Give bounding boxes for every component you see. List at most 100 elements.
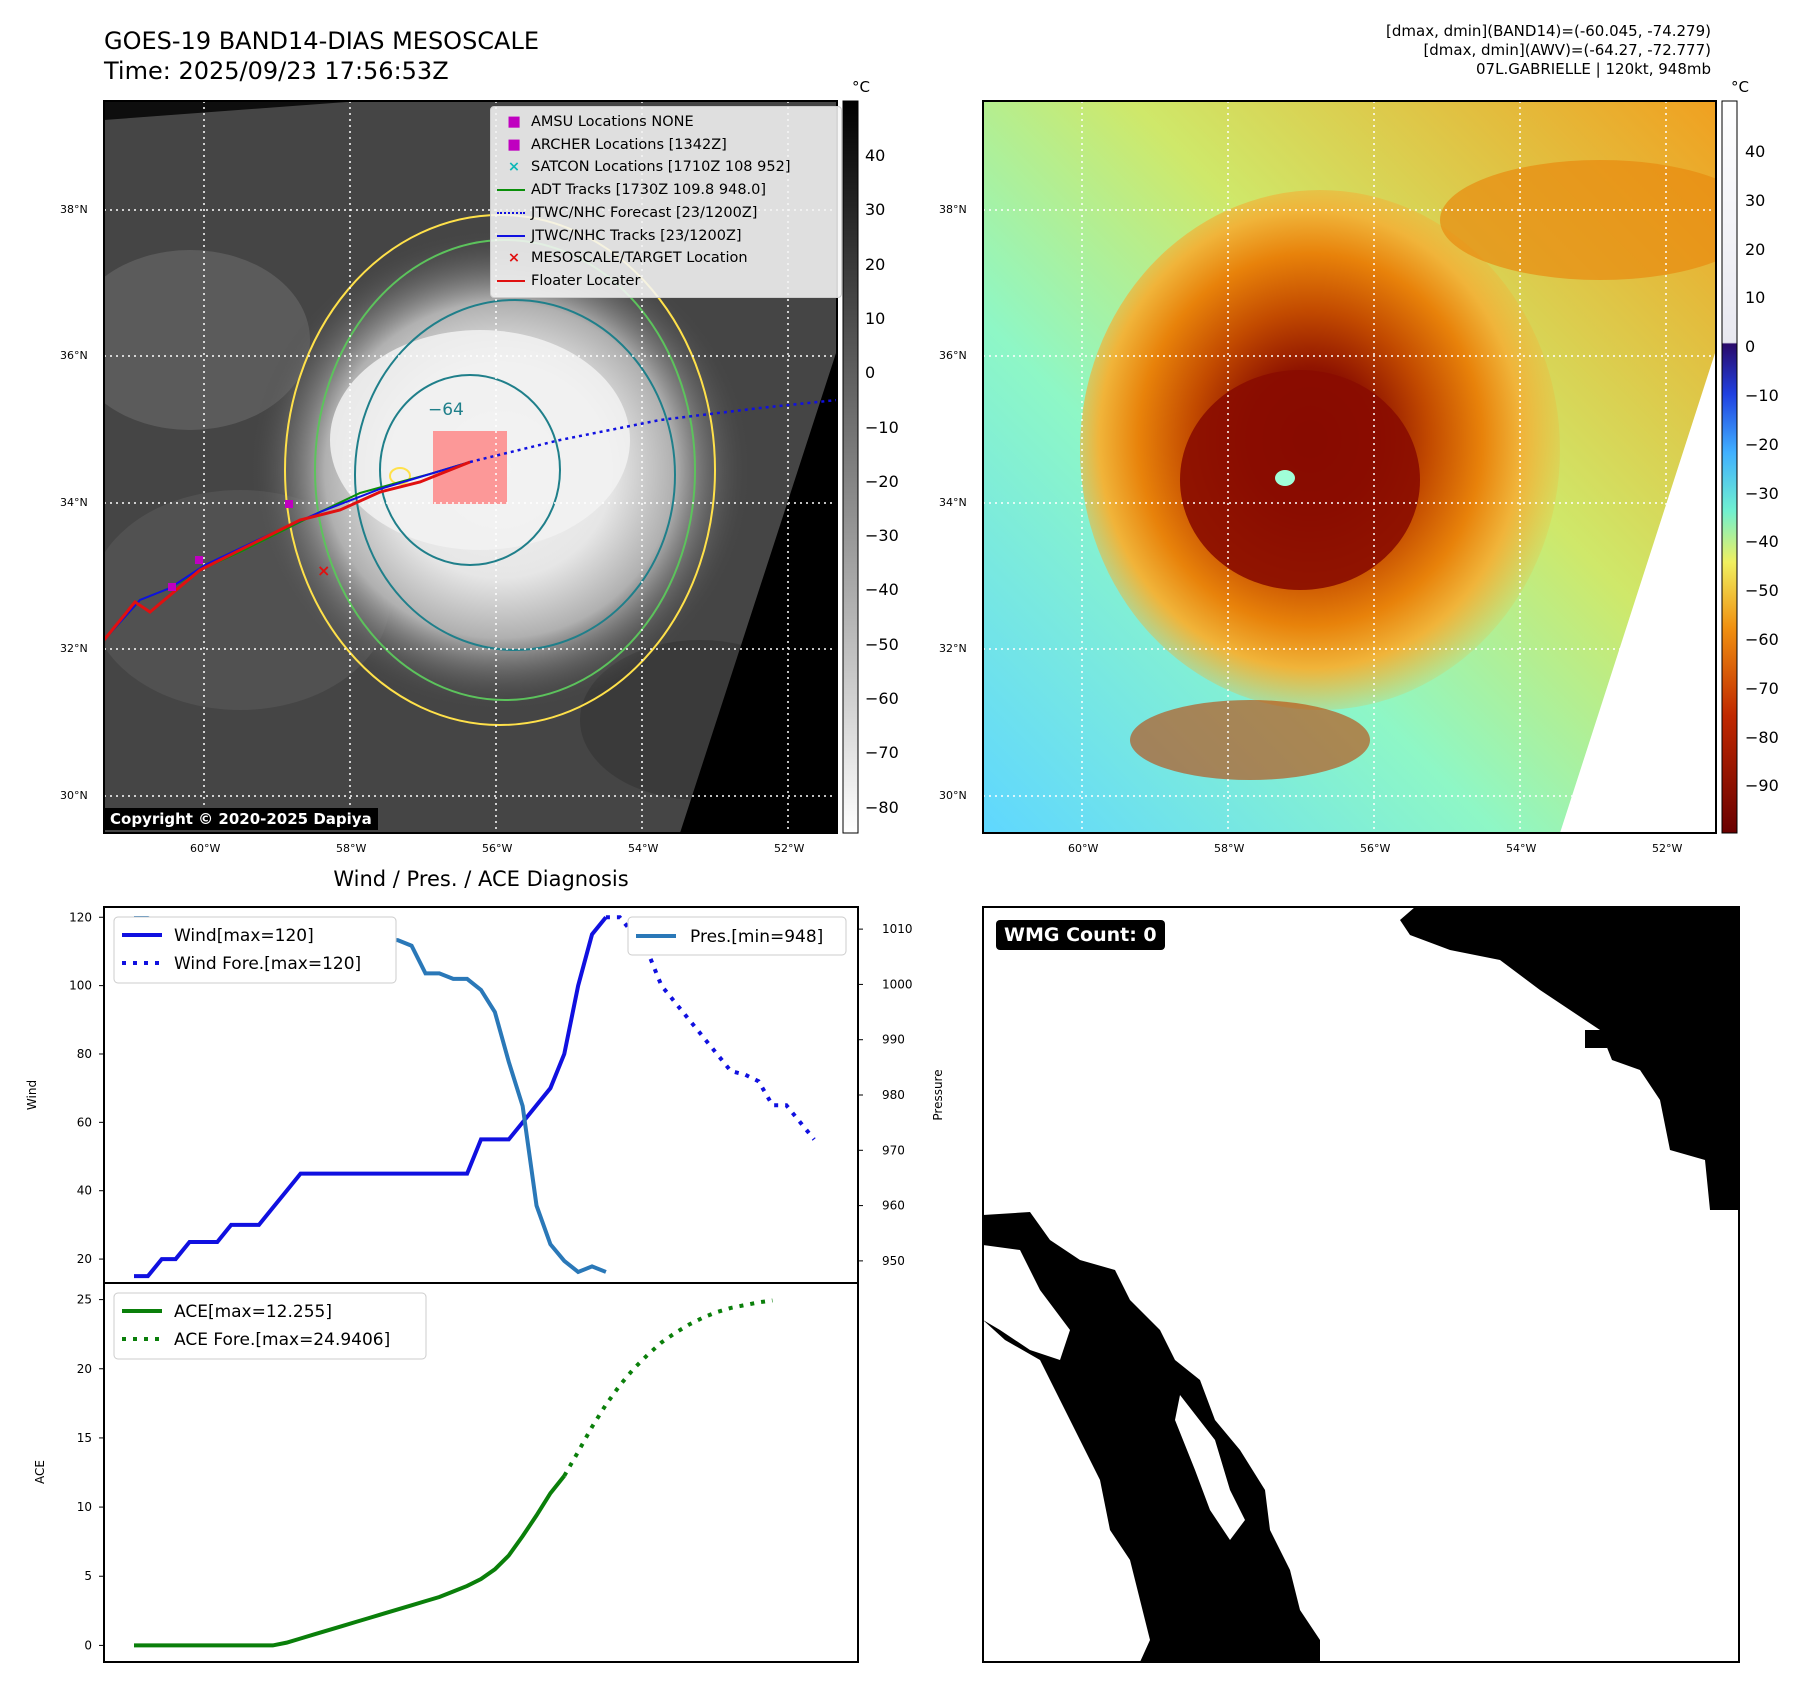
map-legend: ■ AMSU Locations NONE ■ ARCHER Locations [… [490,106,842,298]
wmg-panel-frame [982,906,1740,1663]
y-tick-label: 20 [77,1362,92,1376]
lat-tick: 32°N [939,642,967,655]
y2-tick-label: 990 [882,1033,905,1047]
legend-box [113,1292,427,1360]
info-line-3: 07L.GABRIELLE | 120kt, 948mb [1476,60,1711,78]
y-tick-label: 0 [84,1638,92,1652]
y-tick-label: 25 [77,1293,92,1307]
colorbar-tick: 10 [865,308,886,328]
y-tick-label: 100 [69,979,92,993]
lat-tick: 32°N [60,642,88,655]
lon-tick: 60°W [190,842,221,855]
lat-tick: 34°N [60,496,88,509]
green-line-icon [497,189,525,192]
blue-dotted-line-icon [497,211,525,214]
legend-item: Floater Locater [497,270,835,293]
colorbar-tick: 20 [1745,239,1766,259]
y-tick-label: 15 [77,1431,92,1445]
colorbar-tick: 30 [865,200,886,220]
right-map-frame [982,100,1717,834]
colorbar-tick: −80 [1745,727,1779,747]
colorbar-tick: −30 [1745,483,1779,503]
lat-tick: 30°N [939,789,967,802]
colorbar-tick: −70 [1745,678,1779,698]
info-line-1: [dmax, dmin](BAND14)=(-60.045, -74.279) [1386,22,1711,40]
lon-tick: 58°W [336,842,367,855]
lon-tick: 58°W [1214,842,1245,855]
lon-tick: 60°W [1068,842,1099,855]
right-colorbar-unit: °C [1731,78,1749,96]
chart-legend: Wind[max=120] Wind Fore.[max=120] [113,916,397,984]
colorbar-tick: −50 [1745,581,1779,601]
colorbar-tick: −70 [865,743,899,763]
legend-box [113,916,397,984]
left-colorbar-unit: °C [852,78,870,96]
legend-label: Pres.[min=948] [690,927,823,947]
legend-label: ACE Fore.[max=24.9406] [174,1330,390,1350]
legend-box [627,916,847,956]
title-line-2: Time: 2025/09/23 17:56:53Z [104,57,449,85]
lat-tick: 36°N [60,349,88,362]
chart-legend: ACE[max=12.255] ACE Fore.[max=24.9406] [113,1292,427,1360]
lat-tick: 30°N [60,789,88,802]
colorbar-tick: −20 [865,471,899,491]
series-line [562,1298,773,1477]
colorbar-tick: −40 [865,580,899,600]
y-tick-label: 80 [77,1047,92,1061]
colorbar-tick: 10 [1745,288,1766,308]
y2-tick-label: 1000 [882,977,913,991]
magenta-square-marker-icon: ■ [507,136,521,153]
legend-item: × MESOSCALE/TARGET Location [497,247,835,270]
lon-tick: 52°W [774,842,805,855]
lon-tick: 56°W [1360,842,1391,855]
colorbar-tick: 0 [1745,337,1756,357]
left-colorbar [842,100,859,834]
colorbar-tick: −80 [865,797,899,817]
ir-map-image: −64 × [104,101,837,833]
blue-line-dot-icon [497,234,525,237]
lon-tick: 54°W [628,842,659,855]
info-line-2: [dmax, dmin](AWV)=(-64.27, -72.777) [1423,41,1711,59]
colorbar-tick: −60 [865,689,899,708]
wind-pres-plot: 20 40 60 80 100 120 950 960 970 980 990 1000 1010 Win… [69,910,913,1279]
colorbar-tick: −10 [865,417,899,437]
legend-item: ■ ARCHER Locations [1342Z] [497,134,835,157]
red-x-marker-icon: × [507,250,521,267]
legend-item: JTWC/NHC Tracks [23/1200Z] [497,225,835,248]
lat-tick: 38°N [60,203,88,216]
y-tick-label: 5 [84,1569,92,1583]
y2-tick-label: 950 [882,1254,905,1268]
legend-label: Wind Fore.[max=120] [174,954,361,974]
lon-tick: 54°W [1506,842,1537,855]
colorbar-tick: 30 [1745,190,1766,210]
figure-title: GOES-19 BAND14-DIAS MESOSCALE Time: 2025… [104,26,539,86]
legend-item: × SATCON Locations [1710Z 108 952] [497,156,835,179]
legend-item: ■ AMSU Locations NONE [497,111,835,134]
lat-tick: 34°N [939,496,967,509]
svg-text:×: × [317,561,330,580]
y-tick-label: 20 [77,1252,92,1266]
y2-tick-label: 980 [882,1088,905,1102]
ace-plot: 0 5 10 15 20 25 ACE[max=12.255] ACE Fore.[max=2… [77,1292,773,1652]
legend-item: JTWC/NHC Forecast [23/1200Z] [497,202,835,225]
lat-tick: 36°N [939,349,967,362]
copyright-badge: Copyright © 2020-2025 Dapiya [104,808,378,830]
y-tick-label: 60 [77,1115,92,1129]
magenta-square-marker-icon: ■ [507,114,521,130]
red-line-icon [497,279,525,282]
colorbar-tick: −90 [1745,776,1779,796]
colorbar-tick: −10 [1745,386,1779,405]
colorbar-tick: 40 [865,146,886,165]
colorbar-tick: −20 [1745,434,1779,454]
legend-label: ACE[max=12.255] [174,1302,332,1322]
wmg-count-badge: WMG Count: 0 [996,920,1165,950]
colorbar-tick: −60 [1745,630,1779,649]
wind-axis-label: Wind [25,1080,39,1110]
chart-legend-right: Pres.[min=948] [627,916,847,956]
colorbar-tick: −40 [1745,532,1779,552]
colorbar-tick: 40 [1745,142,1766,161]
wmg-mask-image [983,907,1739,1662]
colorbar-tick: 20 [865,254,886,274]
awv-map-image [983,101,1716,833]
